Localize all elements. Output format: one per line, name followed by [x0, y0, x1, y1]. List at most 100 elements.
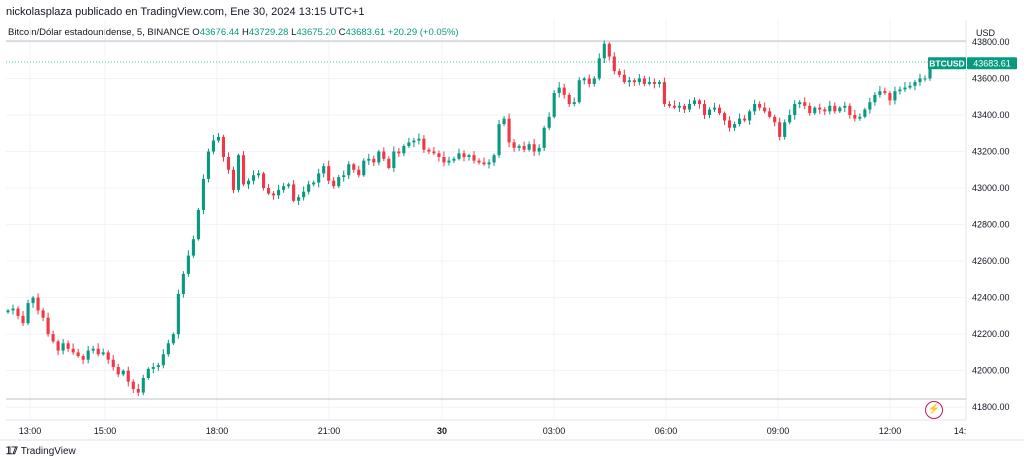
lightning-icon[interactable]: ⚡	[925, 401, 943, 419]
candle	[662, 82, 666, 105]
candle	[677, 105, 682, 108]
candle	[292, 184, 296, 201]
candle	[562, 87, 566, 95]
candle	[557, 87, 561, 94]
candle	[267, 188, 271, 194]
candle	[743, 118, 747, 121]
candle	[607, 43, 611, 57]
candle	[788, 114, 792, 123]
currency-label[interactable]: USD	[976, 28, 996, 38]
candle	[21, 315, 25, 324]
x-tick-label: 30	[437, 426, 447, 436]
candle	[923, 78, 927, 80]
candle	[517, 146, 521, 148]
candle	[768, 111, 772, 117]
x-tick-label: 18:00	[206, 426, 229, 436]
candle	[206, 151, 210, 179]
candle	[753, 104, 757, 112]
candle	[191, 239, 195, 256]
y-tick-label: 43400.00	[972, 110, 1010, 120]
candle	[738, 118, 742, 125]
candle	[76, 352, 80, 357]
candle	[61, 343, 65, 351]
candle	[211, 140, 215, 152]
candle	[733, 124, 737, 128]
high-label: H	[241, 27, 249, 38]
low-label: L	[291, 27, 297, 38]
candle	[347, 164, 351, 176]
candle	[717, 107, 722, 114]
candle	[542, 127, 546, 148]
candle	[818, 107, 822, 110]
candle	[6, 310, 10, 313]
candle	[928, 63, 932, 79]
symbol-tag	[928, 57, 966, 70]
candle	[121, 370, 125, 375]
y-tick-label: 42400.00	[972, 293, 1010, 303]
candle	[477, 160, 481, 163]
candle	[858, 116, 862, 119]
candle	[372, 158, 376, 163]
high-value: 43729.28	[248, 27, 289, 38]
candle	[96, 348, 100, 355]
candle	[502, 118, 506, 125]
candle	[312, 182, 316, 185]
candle	[773, 116, 777, 123]
candle	[141, 377, 145, 393]
candle	[913, 82, 917, 86]
candle	[201, 178, 205, 210]
candle	[647, 82, 651, 84]
publisher-line: nickolasplaza publicado en TradingView.c…	[6, 6, 365, 18]
candle	[547, 116, 551, 128]
candle	[457, 153, 461, 159]
candle	[26, 303, 30, 324]
candle	[327, 166, 331, 181]
candle	[221, 136, 226, 157]
candle	[332, 180, 336, 187]
candle	[667, 104, 671, 106]
candle	[808, 105, 812, 114]
candle	[297, 197, 301, 201]
candle	[728, 120, 732, 128]
candle	[11, 308, 15, 311]
candle	[377, 151, 381, 163]
candle	[823, 109, 827, 112]
candle	[597, 58, 601, 79]
candle	[46, 317, 50, 335]
candle	[387, 158, 391, 168]
candle	[106, 352, 110, 360]
candle	[186, 255, 190, 274]
candle	[843, 105, 847, 108]
candle	[702, 104, 707, 115]
candle	[853, 114, 857, 119]
candle	[231, 169, 236, 190]
candle	[532, 144, 536, 152]
y-tick-label: 42600.00	[972, 256, 1010, 266]
candle	[337, 177, 341, 187]
candle	[642, 78, 646, 84]
candle	[893, 91, 897, 101]
candle	[256, 173, 261, 176]
candle	[763, 107, 767, 112]
candle	[161, 354, 165, 366]
candle	[617, 71, 621, 75]
y-tick-label: 43000.00	[972, 183, 1010, 193]
candle	[422, 138, 426, 150]
candle	[156, 365, 160, 368]
candle	[116, 367, 120, 375]
candle	[748, 111, 752, 121]
candle	[873, 94, 877, 103]
x-tick-label: 03:00	[543, 426, 566, 436]
candle	[382, 151, 386, 159]
candle	[712, 107, 717, 110]
candle	[176, 293, 180, 335]
candle	[637, 78, 641, 83]
candle	[723, 113, 727, 121]
candle	[868, 102, 872, 110]
candle	[111, 359, 115, 368]
candle	[577, 80, 581, 103]
candle	[783, 122, 787, 137]
x-tick-label: 09:00	[767, 426, 790, 436]
candle	[302, 191, 306, 198]
